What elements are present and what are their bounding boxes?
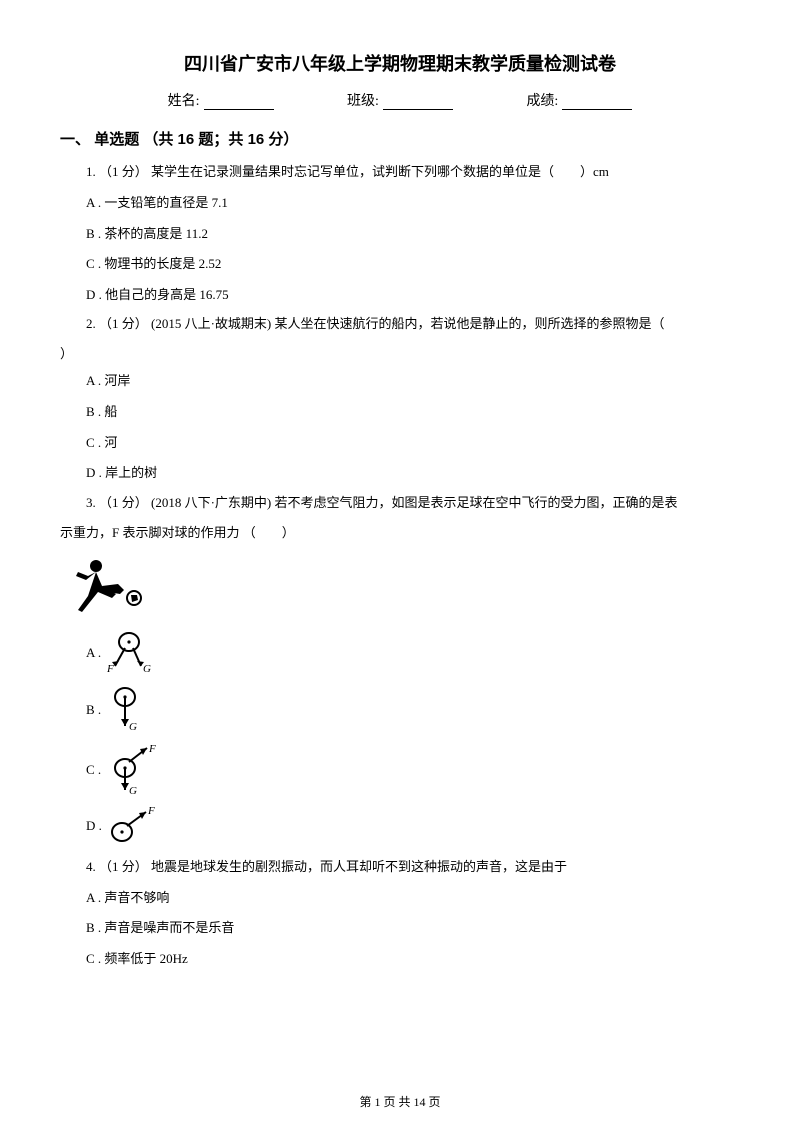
name-label: 姓名: xyxy=(168,90,200,110)
q3-stem-line2: 示重力，F 表示脚对球的作用力 （ ） xyxy=(60,520,740,546)
q4-option-c: C . 频率低于 20Hz xyxy=(60,945,740,974)
q1-option-a: A . 一支铅笔的直径是 7.1 xyxy=(60,189,740,218)
section-title: 单选题 xyxy=(94,131,139,148)
svg-text:G: G xyxy=(129,721,137,733)
q3-option-d: D . F xyxy=(60,804,740,848)
q2-stem-tail: ） xyxy=(60,341,740,367)
class-blank xyxy=(383,96,453,110)
q3-a-label: A . xyxy=(86,645,101,661)
force-diagram-b-icon: G xyxy=(101,684,151,736)
q1-option-d: D . 他自己的身高是 16.75 xyxy=(60,281,740,310)
exam-title: 四川省广安市八年级上学期物理期末教学质量检测试卷 xyxy=(60,50,740,76)
q1-stem: 1. （1 分） 某学生在记录测量结果时忘记写单位，试判断下列哪个数据的单位是（… xyxy=(60,159,740,185)
score-label: 成绩: xyxy=(526,90,558,110)
q2-option-b: B . 船 xyxy=(60,398,740,427)
svg-text:G: G xyxy=(143,663,151,675)
q3-option-b: B . G xyxy=(60,684,740,736)
svg-text:F: F xyxy=(147,805,155,817)
svg-text:F: F xyxy=(106,663,114,675)
svg-text:F: F xyxy=(148,743,156,755)
force-diagram-d-icon: F xyxy=(102,804,160,848)
class-label: 班级: xyxy=(347,90,379,110)
q2-option-c: C . 河 xyxy=(60,429,740,458)
q2-option-a: A . 河岸 xyxy=(60,367,740,396)
section-number: 一、 xyxy=(60,131,90,148)
force-diagram-c-icon: F G xyxy=(101,742,161,798)
q2-option-d: D . 岸上的树 xyxy=(60,459,740,488)
q4-option-a: A . 声音不够响 xyxy=(60,884,740,913)
soccer-kicker-icon xyxy=(68,554,158,624)
q2-stem: 2. （1 分） (2015 八上·故城期末) 某人坐在快速航行的船内，若说他是… xyxy=(60,311,740,337)
q3-c-label: C . xyxy=(86,762,101,778)
section-meta: （共 16 题；共 16 分） xyxy=(143,131,298,148)
q4-option-b: B . 声音是噪声而不是乐音 xyxy=(60,914,740,943)
q3-d-label: D . xyxy=(86,818,102,834)
name-blank xyxy=(204,96,274,110)
q3-stem-line1: 3. （1 分） (2018 八下·广东期中) 若不考虑空气阻力，如图是表示足球… xyxy=(60,490,740,516)
q3-option-a: A . F G xyxy=(60,628,740,678)
q4-stem: 4. （1 分） 地震是地球发生的剧烈振动，而人耳却听不到这种振动的声音，这是由… xyxy=(60,854,740,880)
student-info-row: 姓名: 班级: 成绩: xyxy=(60,90,740,110)
score-blank xyxy=(562,96,632,110)
q1-option-c: C . 物理书的长度是 2.52 xyxy=(60,250,740,279)
section-header: 一、 单选题 （共 16 题；共 16 分） xyxy=(60,128,740,149)
page-footer: 第 1 页 共 14 页 xyxy=(0,1093,800,1110)
force-diagram-a-icon: F G xyxy=(101,628,156,678)
q1-option-b: B . 茶杯的高度是 11.2 xyxy=(60,220,740,249)
q3-figure-kicker xyxy=(60,554,740,624)
svg-text:G: G xyxy=(129,785,137,797)
q3-b-label: B . xyxy=(86,702,101,718)
q3-option-c: C . F G xyxy=(60,742,740,798)
